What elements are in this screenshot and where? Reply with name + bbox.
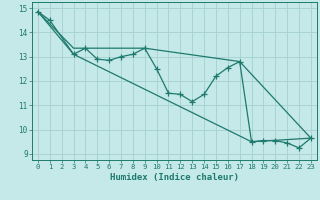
X-axis label: Humidex (Indice chaleur): Humidex (Indice chaleur) (110, 173, 239, 182)
